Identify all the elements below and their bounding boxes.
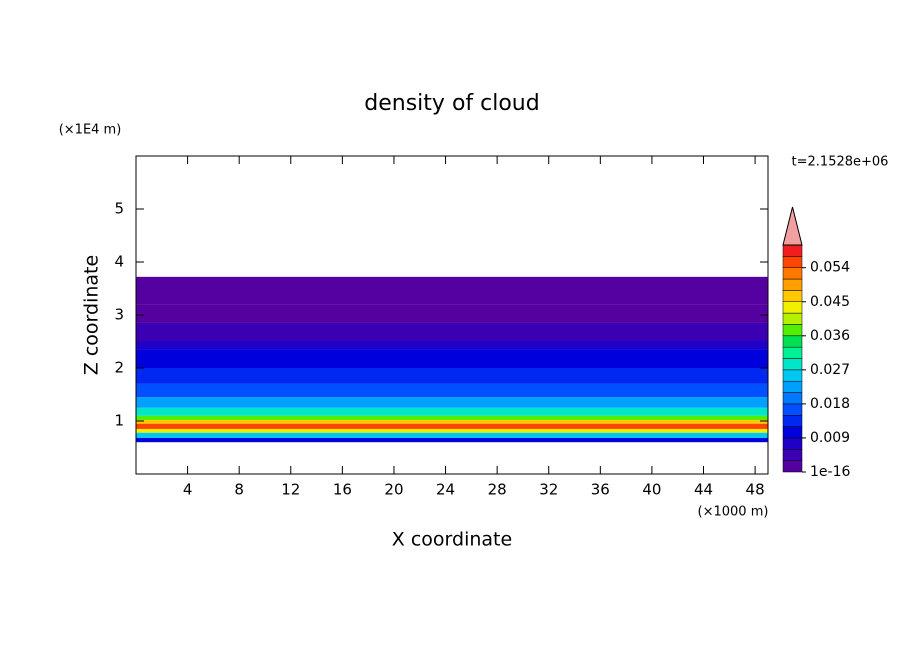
colorbar-label: 0.045 bbox=[810, 294, 850, 310]
colorbar-label: 0.054 bbox=[810, 260, 850, 276]
contour-band bbox=[136, 432, 768, 438]
x-tick-label: 28 bbox=[488, 481, 507, 499]
colorbar-swatch bbox=[782, 346, 803, 359]
colorbar-swatch bbox=[782, 301, 803, 314]
contour-band bbox=[136, 415, 768, 420]
contour-band bbox=[136, 341, 768, 350]
contour-band bbox=[136, 304, 768, 323]
contour-band bbox=[136, 407, 768, 416]
x-tick-label: 40 bbox=[642, 481, 661, 499]
contour-band bbox=[136, 276, 768, 305]
colorbar-swatch bbox=[782, 392, 803, 405]
annotation: t=2.1528e+06 bbox=[792, 155, 889, 170]
y-tick-label: 5 bbox=[114, 200, 124, 218]
colorbar-swatch bbox=[782, 244, 803, 257]
colorbar-swatch bbox=[782, 415, 803, 427]
x-tick-label: 44 bbox=[694, 481, 713, 499]
colorbar-swatch bbox=[782, 369, 803, 382]
x-tick-label: 4 bbox=[183, 481, 193, 499]
colorbar-label: 0.018 bbox=[810, 396, 850, 412]
colorbar-label: 1e-16 bbox=[810, 464, 850, 480]
colorbar-swatch bbox=[782, 403, 803, 416]
contour-band bbox=[136, 428, 768, 433]
y-unit: (×1E4 m) bbox=[59, 123, 122, 138]
chart-title: density of cloud bbox=[364, 91, 539, 116]
x-tick-label: 8 bbox=[234, 481, 244, 499]
y-tick-label: 3 bbox=[114, 306, 124, 324]
y-label: Z coordinate bbox=[81, 255, 103, 375]
colorbar-swatch bbox=[782, 278, 803, 291]
colorbar-swatch bbox=[782, 256, 803, 268]
contour-band bbox=[136, 349, 768, 368]
contour-band bbox=[136, 419, 768, 424]
contour-band bbox=[136, 397, 768, 408]
colorbar-label: 0.027 bbox=[810, 362, 850, 378]
colorbar-swatch bbox=[782, 290, 803, 302]
x-tick-label: 32 bbox=[539, 481, 558, 499]
x-unit: (×1000 m) bbox=[698, 505, 769, 520]
contour-band bbox=[136, 423, 768, 429]
colorbar-swatch bbox=[782, 267, 803, 280]
contour-band bbox=[136, 437, 768, 443]
y-tick-label: 2 bbox=[114, 359, 124, 377]
colorbar-swatch bbox=[782, 426, 803, 439]
colorbar-swatch bbox=[782, 324, 803, 337]
colorbar-label: 0.036 bbox=[810, 328, 850, 344]
contour-band bbox=[136, 368, 768, 384]
colorbar-swatch bbox=[782, 358, 803, 371]
x-tick-label: 24 bbox=[436, 481, 455, 499]
x-label: X coordinate bbox=[392, 529, 512, 551]
x-tick-label: 20 bbox=[384, 481, 403, 499]
colorbar-swatch bbox=[782, 449, 803, 461]
colorbar-extend bbox=[782, 206, 803, 246]
colorbar-swatch bbox=[782, 460, 803, 473]
x-tick-label: 16 bbox=[333, 481, 352, 499]
colorbar-label: 0.009 bbox=[810, 430, 850, 446]
y-tick-label: 1 bbox=[114, 412, 124, 430]
x-tick-label: 48 bbox=[746, 481, 765, 499]
contour-band bbox=[136, 322, 768, 342]
contour-band bbox=[136, 383, 768, 398]
colorbar-swatch bbox=[782, 312, 803, 325]
x-tick-label: 36 bbox=[591, 481, 610, 499]
x-tick-label: 12 bbox=[281, 481, 300, 499]
colorbar-swatch bbox=[782, 380, 803, 393]
colorbar-swatch bbox=[782, 437, 803, 450]
colorbar-swatch bbox=[782, 335, 803, 348]
y-tick-label: 4 bbox=[114, 253, 124, 271]
